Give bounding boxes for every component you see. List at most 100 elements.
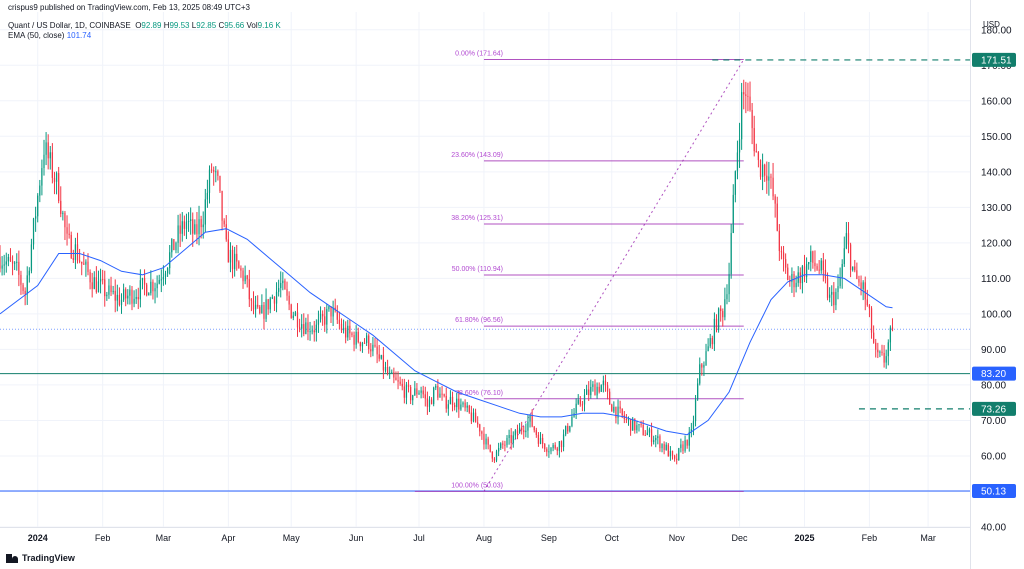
candle-body — [301, 324, 303, 329]
candle-body — [703, 364, 705, 368]
candle — [686, 439, 688, 449]
candle — [829, 287, 831, 303]
candle-body — [290, 304, 292, 318]
candle — [112, 285, 114, 295]
candle-body — [108, 285, 110, 295]
candle — [229, 242, 232, 273]
candle — [366, 332, 368, 347]
candle — [535, 427, 537, 438]
x-tick-label: Sep — [541, 533, 557, 543]
candle-body — [87, 261, 89, 272]
candle-body — [248, 279, 250, 300]
candle — [537, 432, 540, 447]
candle-body — [114, 290, 116, 301]
fib-level-label: 50.00% (110.94) — [452, 266, 503, 273]
candle — [860, 275, 862, 296]
candle-body — [640, 424, 642, 426]
candle-body — [816, 266, 818, 270]
candle — [368, 333, 370, 354]
candle-body — [521, 427, 523, 431]
candle — [326, 303, 328, 334]
candle — [160, 269, 162, 293]
candle — [315, 319, 317, 342]
candle-body — [782, 252, 785, 260]
candle — [76, 232, 79, 264]
candle — [248, 269, 250, 307]
symbol-title[interactable]: Quant / US Dollar, 1D, COINBASE — [8, 21, 131, 30]
candle — [238, 260, 240, 269]
candle — [782, 245, 785, 272]
candle-body — [453, 404, 456, 408]
tradingview-logo[interactable]: TradingView — [6, 553, 75, 563]
candle — [780, 246, 783, 260]
candle — [694, 395, 697, 427]
candle — [278, 279, 280, 297]
candle — [20, 270, 22, 295]
candle-body — [837, 286, 839, 293]
candle — [738, 122, 741, 168]
candle — [441, 385, 443, 401]
candle — [47, 134, 49, 170]
candle-body — [47, 142, 49, 159]
candle — [39, 179, 41, 203]
candle-body — [604, 380, 607, 386]
candle — [604, 374, 607, 392]
candle — [298, 318, 301, 333]
candle — [141, 277, 144, 290]
candle-body — [426, 398, 429, 407]
ema-legend[interactable]: EMA (50, close) 101.74 — [8, 31, 91, 41]
publisher-line: crispus9 published on TradingView.com, F… — [8, 3, 250, 12]
x-axis[interactable]: 2024 Feb Mar Apr May Jun Jul Aug Sep Oct Nov Dec 202… — [28, 533, 936, 543]
candle — [301, 314, 303, 338]
candle — [257, 295, 259, 309]
candle-body — [745, 94, 747, 96]
candle-body — [307, 322, 309, 333]
candle-body — [5, 261, 7, 265]
candle-body — [263, 304, 265, 319]
candle-body — [617, 406, 619, 418]
candle-body — [690, 429, 692, 432]
candle — [642, 420, 644, 436]
candle-body — [611, 404, 613, 412]
candle — [430, 397, 433, 405]
candle-body — [192, 219, 194, 234]
candle — [322, 310, 324, 326]
y-axis[interactable]: 40.0050.0060.0070.0080.0090.00100.00110.… — [972, 25, 1016, 534]
candle-body — [97, 281, 100, 293]
candle-body — [824, 270, 827, 279]
candle — [152, 279, 154, 300]
candle-body — [286, 289, 288, 296]
candle — [129, 285, 131, 305]
candle-body — [489, 444, 491, 452]
candle — [715, 314, 718, 333]
candle-body — [30, 244, 33, 271]
candle-body — [485, 438, 487, 445]
candle — [889, 325, 892, 352]
candle — [192, 212, 194, 247]
candle-body — [409, 387, 412, 401]
candle-body — [512, 435, 514, 443]
price-markers — [712, 59, 970, 410]
candle — [338, 311, 341, 330]
candle — [596, 382, 598, 399]
candle — [127, 289, 129, 305]
fibonacci-retracement[interactable]: 0.00% (171.64) 23.60% (143.09) 38.20% (125… — [414, 50, 745, 492]
candle — [602, 375, 604, 393]
candle-body — [0, 257, 1, 269]
candle — [32, 217, 35, 250]
candle-body — [428, 399, 431, 407]
candle-body — [709, 338, 711, 347]
candle — [185, 213, 188, 240]
candle-body — [822, 260, 824, 271]
candle — [489, 444, 491, 453]
y-tick-label: 60.00 — [981, 451, 1006, 462]
candle — [389, 366, 391, 380]
candle — [481, 430, 483, 440]
x-tick-label: May — [283, 533, 301, 543]
candle — [541, 433, 544, 449]
candle-body — [793, 274, 795, 288]
candle — [3, 254, 5, 276]
candle-body — [135, 296, 137, 299]
candle-body — [22, 284, 24, 291]
